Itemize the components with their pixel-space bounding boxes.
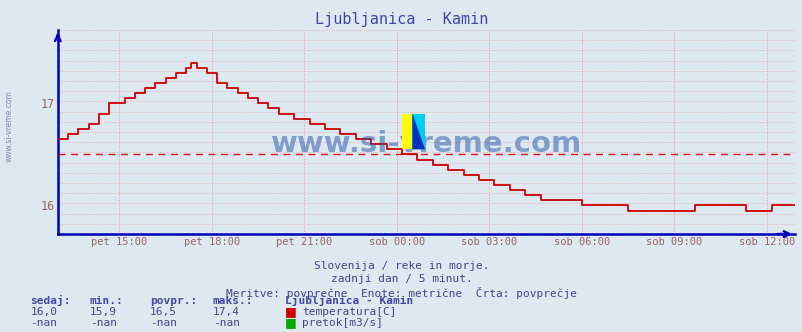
Text: 16,5: 16,5 [150, 307, 177, 317]
Text: Meritve: povprečne  Enote: metrične  Črta: povprečje: Meritve: povprečne Enote: metrične Črta:… [225, 287, 577, 299]
Text: Ljubljanica - Kamin: Ljubljanica - Kamin [285, 295, 413, 306]
Text: -nan: -nan [213, 318, 240, 328]
Text: 16,0: 16,0 [30, 307, 58, 317]
Text: -nan: -nan [150, 318, 177, 328]
Text: ■: ■ [285, 305, 297, 318]
Text: 15,9: 15,9 [90, 307, 117, 317]
Text: www.si-vreme.com: www.si-vreme.com [270, 130, 581, 158]
Text: pretok[m3/s]: pretok[m3/s] [302, 318, 383, 328]
Text: Ljubljanica - Kamin: Ljubljanica - Kamin [314, 12, 488, 27]
Text: ■: ■ [285, 316, 297, 329]
Text: -nan: -nan [30, 318, 58, 328]
Text: Slovenija / reke in morje.: Slovenija / reke in morje. [314, 261, 488, 271]
Text: -nan: -nan [90, 318, 117, 328]
Text: 17,4: 17,4 [213, 307, 240, 317]
Text: www.si-vreme.com: www.si-vreme.com [5, 90, 14, 162]
Text: zadnji dan / 5 minut.: zadnji dan / 5 minut. [330, 274, 472, 284]
Text: temperatura[C]: temperatura[C] [302, 307, 396, 317]
Text: maks.:: maks.: [213, 296, 253, 306]
Text: povpr.:: povpr.: [150, 296, 197, 306]
Text: min.:: min.: [90, 296, 124, 306]
Text: sedaj:: sedaj: [30, 295, 71, 306]
